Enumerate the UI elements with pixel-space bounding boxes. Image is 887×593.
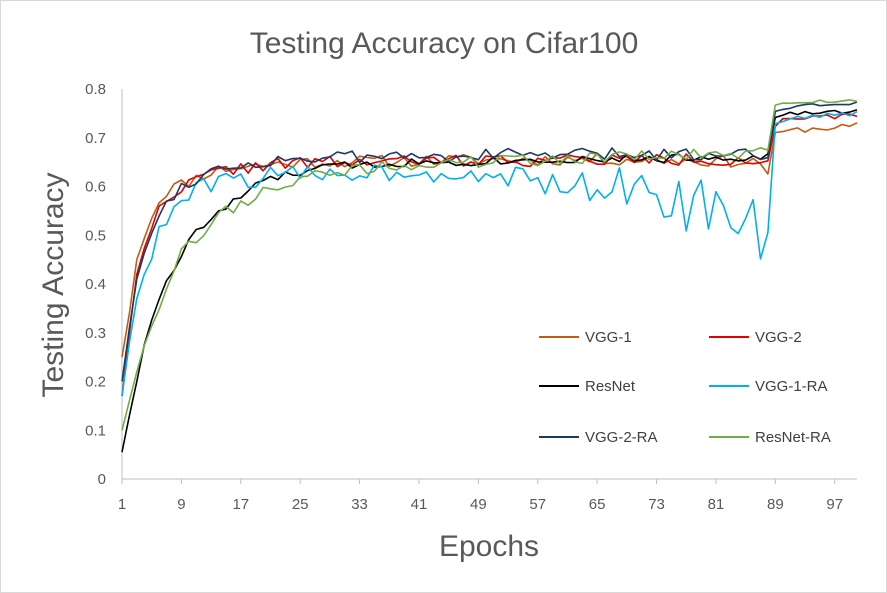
series-lines: [121, 99, 858, 453]
x-tick-label: 41: [411, 496, 428, 513]
series-line-vgg-1: [121, 122, 858, 358]
legend-label-resnet-ra: ResNet-RA: [755, 429, 831, 446]
legend-label-vgg-1-ra: VGG-1-RA: [755, 378, 828, 395]
axes: [121, 89, 857, 484]
series-line-vgg-2: [121, 113, 858, 397]
series-line-resnet-ra: [121, 99, 858, 431]
series-line-vgg-2-ra: [121, 101, 858, 382]
legend-label-vgg-2: VGG-2: [755, 329, 802, 346]
legend-label-resnet: ResNet: [585, 378, 636, 395]
x-tick-label: 17: [232, 496, 249, 513]
x-tick-label: 89: [767, 496, 784, 513]
chart-title: Testing Accuracy on Cifar100: [250, 27, 639, 60]
x-tick-label: 9: [177, 496, 185, 513]
x-tick-label: 57: [529, 496, 546, 513]
x-axis-title: Epochs: [439, 530, 539, 563]
x-tick-label: 73: [648, 496, 665, 513]
y-tick-label: 0.1: [85, 422, 106, 439]
x-tick-label: 65: [589, 496, 606, 513]
x-tick-label: 49: [470, 496, 487, 513]
y-tick-label: 0.4: [85, 276, 106, 293]
y-tick-label: 0.3: [85, 325, 106, 342]
x-tick-label: 81: [708, 496, 725, 513]
legend-label-vgg-2-ra: VGG-2-RA: [585, 429, 658, 446]
y-tick-label: 0.5: [85, 227, 106, 244]
series-line-vgg-1-ra: [121, 110, 858, 397]
x-tick-label: 33: [351, 496, 368, 513]
x-tick-label: 97: [826, 496, 843, 513]
legend-label-vgg-1: VGG-1: [585, 329, 632, 346]
y-tick-label: 0.6: [85, 179, 106, 196]
x-tick-label: 1: [118, 496, 126, 513]
y-tick-label: 0: [98, 471, 106, 488]
x-tick-labels: 1 9 17 25 33 41 49 57 65 73 81 89 97: [118, 496, 843, 513]
y-tick-label: 0.7: [85, 130, 106, 147]
y-tick-labels: 0 0.1 0.2 0.3 0.4 0.5 0.6 0.7 0.8: [85, 81, 106, 488]
x-tick-label: 25: [292, 496, 309, 513]
legend: VGG-1 VGG-2 ResNet VGG-1-RA VGG-2-RA ResNet-R…: [539, 329, 831, 446]
y-axis-title: Testing Accuracy: [37, 172, 70, 397]
series-line-resnet: [121, 108, 858, 453]
y-tick-label: 0.8: [85, 81, 106, 98]
y-tick-label: 0.2: [85, 374, 106, 391]
